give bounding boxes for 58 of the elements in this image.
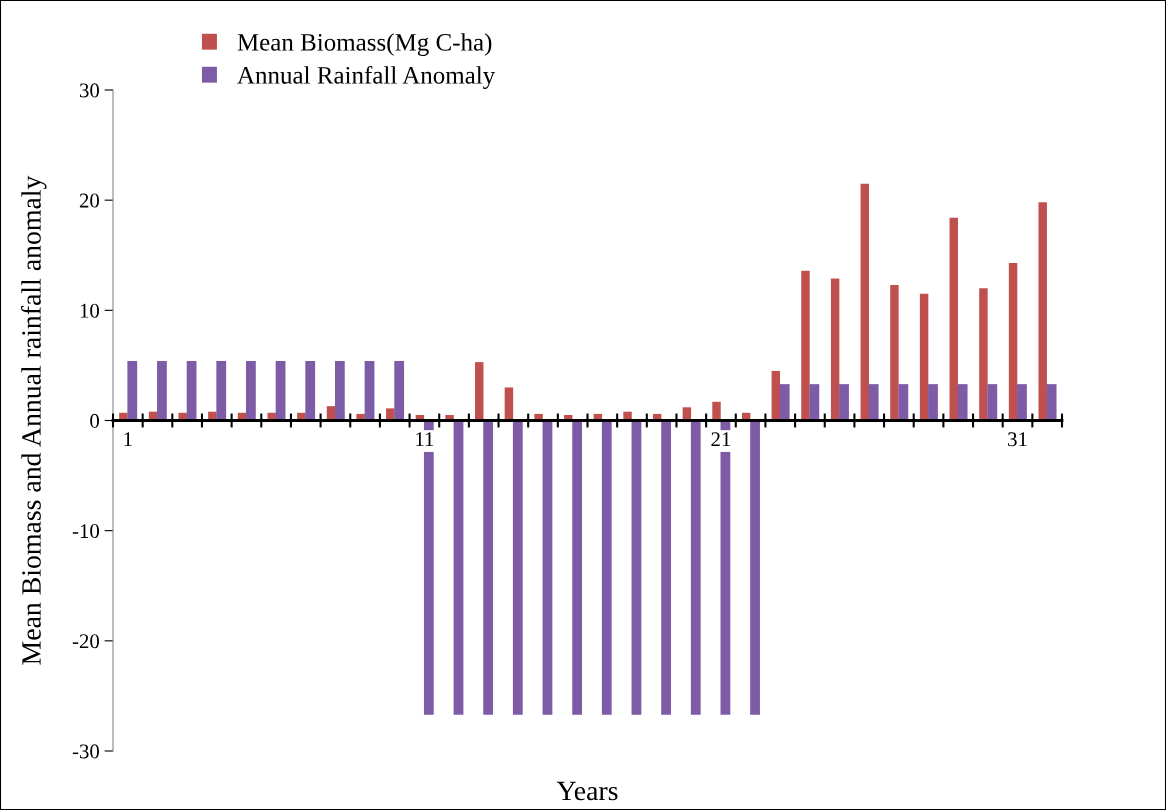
y-tick-label: 30	[79, 83, 100, 98]
y-tick-label: -10	[72, 524, 100, 539]
bar	[690, 420, 701, 715]
y-tick-label: 0	[90, 413, 100, 428]
x-tick-label: 1	[124, 432, 132, 447]
bar	[216, 361, 227, 421]
bar	[839, 384, 849, 421]
bar	[512, 420, 523, 715]
bar	[779, 384, 790, 421]
legend-label: Annual Rainfall Anomaly	[237, 65, 496, 89]
y-tick-label: 20	[79, 193, 100, 208]
bar	[246, 361, 256, 421]
bar	[860, 183, 870, 421]
bar	[949, 217, 958, 421]
x-tick-label: 21	[711, 432, 731, 447]
bar	[542, 420, 553, 715]
bar	[801, 270, 810, 421]
bar	[809, 384, 820, 421]
bar	[750, 420, 760, 715]
bar	[453, 420, 464, 715]
bar	[868, 384, 879, 421]
bar	[928, 384, 938, 421]
bar	[987, 384, 998, 421]
bar	[1008, 262, 1018, 421]
bar	[572, 420, 583, 715]
y-tick-label: 10	[80, 303, 100, 318]
x-axis-title: Years	[556, 781, 618, 801]
bar	[890, 284, 899, 421]
y-axis-title: Mean Biomass and Annual rainfall anomaly	[21, 175, 47, 665]
bar	[504, 387, 514, 421]
x-tick-label: 11	[416, 432, 434, 447]
bar	[1038, 202, 1047, 421]
bar	[305, 361, 316, 421]
bar	[601, 420, 612, 715]
bar	[661, 420, 671, 715]
bar	[898, 384, 909, 421]
bar	[127, 361, 138, 421]
y-tick-label: -20	[72, 634, 100, 649]
bar	[957, 384, 968, 421]
bar	[475, 362, 484, 421]
bar	[830, 278, 840, 421]
bar	[1046, 384, 1057, 421]
bar	[157, 361, 167, 421]
bar	[394, 361, 405, 421]
bar	[186, 361, 197, 421]
x-tick-label: 31	[1008, 432, 1027, 447]
bar	[919, 293, 929, 421]
legend-label: Mean Biomass(Mg C-ha)	[237, 33, 492, 56]
bar	[275, 361, 286, 421]
y-tick-label: -30	[72, 744, 100, 759]
bar	[364, 361, 375, 421]
bar	[712, 401, 721, 421]
bar	[334, 361, 345, 421]
bar	[1017, 384, 1027, 421]
bar	[771, 370, 781, 421]
bar	[483, 420, 494, 715]
bar	[979, 288, 988, 421]
bar	[631, 420, 642, 715]
